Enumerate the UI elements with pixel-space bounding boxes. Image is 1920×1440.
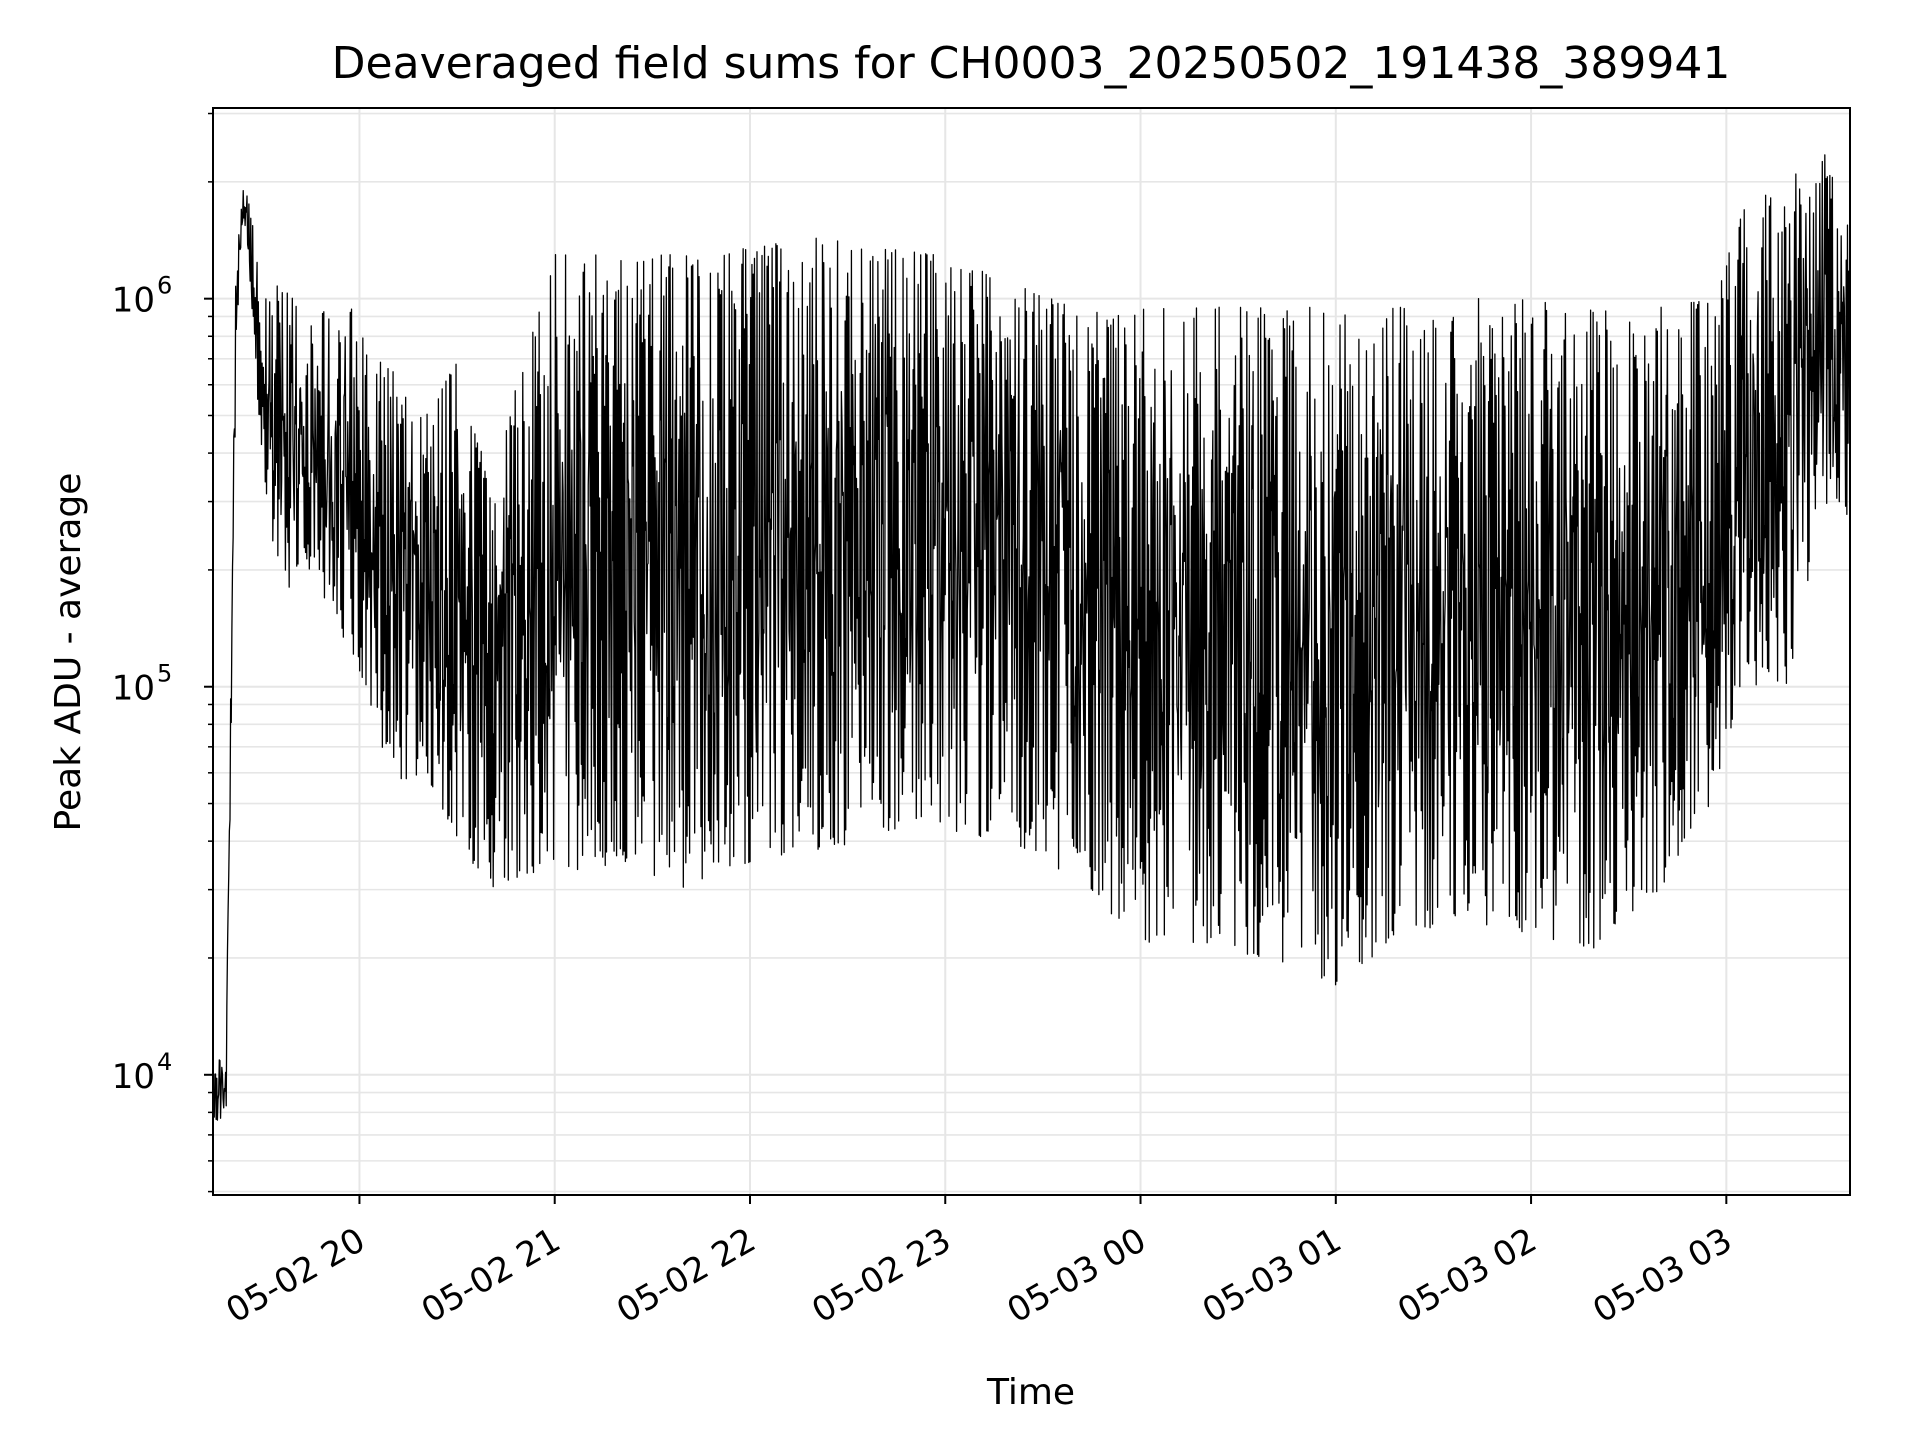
x-tick-label: 05-02 23 [805,1220,957,1331]
x-axis-label: Time [986,1372,1075,1413]
chart-title: Deaveraged field sums for CH0003_2025050… [332,38,1731,89]
x-tick-label: 05-03 02 [1391,1220,1543,1331]
y-tick-base: 10 [112,281,155,321]
x-tick-label: 05-03 03 [1586,1220,1738,1331]
x-tick-label: 05-03 00 [1001,1220,1153,1331]
x-tick-label: 05-02 21 [415,1220,567,1331]
x-axis-ticks: 05-02 20 05-02 21 05-02 22 05-02 23 05-03 00… [220,1195,1739,1331]
y-tick-label: 10 6 [112,272,173,321]
series-line [212,154,1851,1121]
y-tick-base: 10 [112,1057,155,1097]
x-tick-label: 05-03 01 [1196,1220,1348,1331]
y-tick-label: 10 4 [112,1048,173,1097]
y-tick-base: 10 [112,669,155,709]
x-tick-label: 05-02 22 [610,1220,762,1331]
x-tick-label: 05-02 20 [220,1220,372,1331]
plot-frame [212,107,1851,1196]
y-tick-exponent: 6 [157,272,172,300]
y-tick-exponent: 5 [157,660,172,688]
series-path [212,154,1851,1121]
y-tick-exponent: 4 [157,1048,172,1076]
y-tick-label: 10 5 [112,660,173,709]
y-axis-label: Peak ADU - average [48,473,89,832]
